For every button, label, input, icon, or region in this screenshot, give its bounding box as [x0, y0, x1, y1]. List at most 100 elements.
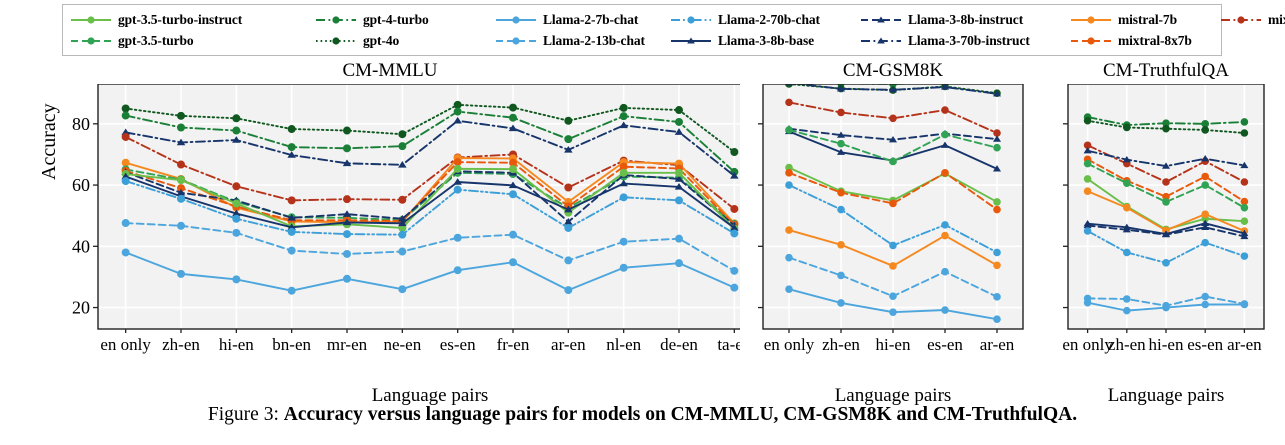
series-mixtral-8x7b	[785, 169, 1001, 214]
legend-key-swatch	[496, 36, 536, 45]
figure-caption: Figure 3: Accuracy versus language pairs…	[0, 404, 1285, 426]
legend-key-swatch	[496, 15, 536, 24]
x-tick-label: en only	[100, 335, 151, 354]
x-tick-label: en only	[1062, 335, 1113, 354]
legend-item-llama-3-70b-instruct[interactable]: Llama-3-70b-instruct	[859, 33, 1030, 49]
legend-key-swatch	[71, 15, 111, 24]
chart-panel-cm-truthfulqa: CM-TruthfulQA en only zh-en hi-en es-en ar-en…	[1050, 60, 1285, 407]
series-llama-2-70b-chat	[121, 177, 739, 239]
legend-label: mistral-7b	[1118, 11, 1177, 27]
svg-text:40: 40	[72, 236, 90, 256]
legend-item-llama-2-13b-chat[interactable]: Llama-2-13b-chat	[494, 33, 645, 49]
series-group	[1083, 113, 1249, 315]
legend-label: gpt-3.5-turbo	[118, 32, 194, 48]
x-axis: en only zh-en hi-en bn-en mr-en ne-en es-en fr-…	[100, 329, 740, 354]
chart-panel-cm-mmlu: CM-MMLU 20 40 60 80 en only zh-en hi-en bn-en mr-…	[38, 60, 740, 407]
x-tick-label: de-en	[660, 335, 698, 354]
x-axis-label: Language pairs	[371, 385, 489, 406]
series-llama-3-70b-instruct	[1083, 147, 1249, 169]
legend-item-gpt-4o[interactable]: gpt-4o	[314, 33, 399, 49]
legend-label: gpt-4o	[363, 32, 400, 48]
chart-title: CM-MMLU	[342, 60, 438, 81]
legend-label: mixtral-8x7b	[1118, 32, 1192, 48]
x-tick-label: zh-en	[822, 335, 860, 354]
x-tick-label: es-en	[1187, 335, 1223, 354]
y-axis	[758, 123, 763, 309]
series-llama-3-70b-instruct	[121, 116, 739, 179]
svg-text:20: 20	[72, 298, 90, 318]
chart-svg: en only zh-en hi-en es-en ar-en	[758, 84, 1024, 354]
y-axis-label: Accuracy	[38, 103, 60, 180]
x-tick-label: es-en	[440, 335, 476, 354]
caption-bold: Accuracy versus language pairs for model…	[283, 404, 1078, 425]
series-gpt-4o	[1083, 116, 1249, 137]
legend-label: Llama-2-7b-chat	[543, 11, 639, 27]
legend-item-llama-2-7b-chat[interactable]: Llama-2-7b-chat	[494, 12, 638, 28]
series-llama-2-13b-chat	[785, 253, 1001, 301]
legend-item-gpt-3-5-turbo[interactable]: gpt-3.5-turbo	[69, 33, 194, 49]
x-tick-label: hi-en	[219, 335, 254, 354]
series-llama-2-7b-chat	[785, 285, 1001, 323]
legend-key-swatch	[861, 36, 901, 43]
series-llama-2-70b-chat	[785, 181, 1001, 257]
x-tick-label: ar-en	[551, 335, 586, 354]
legend-key-swatch	[1071, 15, 1111, 24]
x-tick-label: hi-en	[876, 335, 911, 354]
legend-label: Llama-3-70b-instruct	[908, 32, 1030, 48]
legend-key-swatch	[671, 15, 711, 24]
series-llama-2-7b-chat	[121, 248, 739, 295]
x-tick-label: bn-en	[272, 335, 311, 354]
series-llama-2-70b-chat	[1083, 227, 1249, 267]
legend-item-gpt-4-turbo[interactable]: gpt-4-turbo	[314, 12, 429, 28]
x-tick-label: zh-en	[162, 335, 200, 354]
legend-row-1: gpt-3.5-turbo-instruct gpt-4-turbo Llama-2…	[69, 9, 1285, 30]
legend-label: gpt-3.5-turbo-instruct	[118, 11, 243, 27]
legend-key-swatch	[71, 36, 111, 45]
series-gpt-3-5-turbo	[785, 126, 1001, 166]
x-tick-label: ne-en	[383, 335, 421, 354]
legend-label: Llama-3-8b-instruct	[908, 11, 1024, 27]
series-group	[121, 100, 739, 295]
legend-item-mistral-7b[interactable]: mistral-7b	[1069, 12, 1177, 28]
legend-item-llama-2-70b-chat[interactable]: Llama-2-70b-chat	[669, 12, 820, 28]
x-tick-label: zh-en	[1108, 335, 1146, 354]
legend-label: gpt-4-turbo	[363, 11, 429, 27]
legend-label: Llama-3-8b-base	[718, 32, 814, 48]
legend-item-mixtral-8x7b[interactable]: mixtral-8x7b	[1069, 33, 1192, 49]
y-axis	[1063, 123, 1068, 309]
series-mixtral-8x22b	[785, 98, 1001, 137]
legend-label: Llama-2-70b-chat	[718, 11, 820, 27]
chart-title: CM-GSM8K	[842, 60, 944, 81]
x-tick-label: fr-en	[497, 335, 530, 354]
series-llama-3-8b-base	[121, 172, 739, 231]
legend-key-swatch	[1071, 36, 1111, 45]
legend-item-llama-3-8b-base[interactable]: Llama-3-8b-base	[669, 33, 814, 49]
legend-item-mixtral-8x22b[interactable]: mixtral-8x22b	[1219, 12, 1285, 28]
chart-panel-cm-gsm8k: CM-GSM8K en only zh-en hi-en es-en ar-en Langu…	[745, 60, 1045, 407]
legend-key-swatch	[316, 15, 356, 24]
series-mistral-7b	[785, 226, 1001, 270]
series-gpt-3-5-turbo	[1083, 159, 1249, 212]
legend-label: mixtral-8x22b	[1268, 11, 1285, 27]
legend-label: Llama-2-13b-chat	[543, 32, 645, 48]
legend-row-2: gpt-3.5-turbo gpt-4o Llama-2-13b-chat Llama…	[69, 30, 1215, 51]
x-tick-label: ar-en	[980, 335, 1015, 354]
x-tick-label: ta-en	[717, 335, 740, 354]
legend-item-llama-3-8b-instruct[interactable]: Llama-3-8b-instruct	[859, 12, 1023, 28]
series-mixtral-8x22b	[1083, 141, 1249, 186]
series-llama-2-7b-chat	[1083, 298, 1249, 315]
series-gpt-3-5-turbo-instruct	[121, 164, 739, 233]
chart-svg: 20 40 60 80 en only zh-en hi-en bn-en mr-en ne-en…	[72, 84, 740, 354]
x-axis-label: Language pairs	[834, 385, 952, 406]
series-gpt-4o	[121, 100, 739, 156]
caption-prefix: Figure 3:	[207, 404, 284, 425]
svg-text:80: 80	[72, 114, 90, 134]
legend-item-gpt-3-5-turbo-instruct[interactable]: gpt-3.5-turbo-instruct	[69, 12, 242, 28]
x-tick-label: mr-en	[327, 335, 368, 354]
chart-legend: gpt-3.5-turbo-instruct gpt-4-turbo Llama-2…	[62, 4, 1285, 56]
y-axis: 20 40 60 80	[72, 114, 98, 318]
series-group	[784, 84, 1002, 323]
